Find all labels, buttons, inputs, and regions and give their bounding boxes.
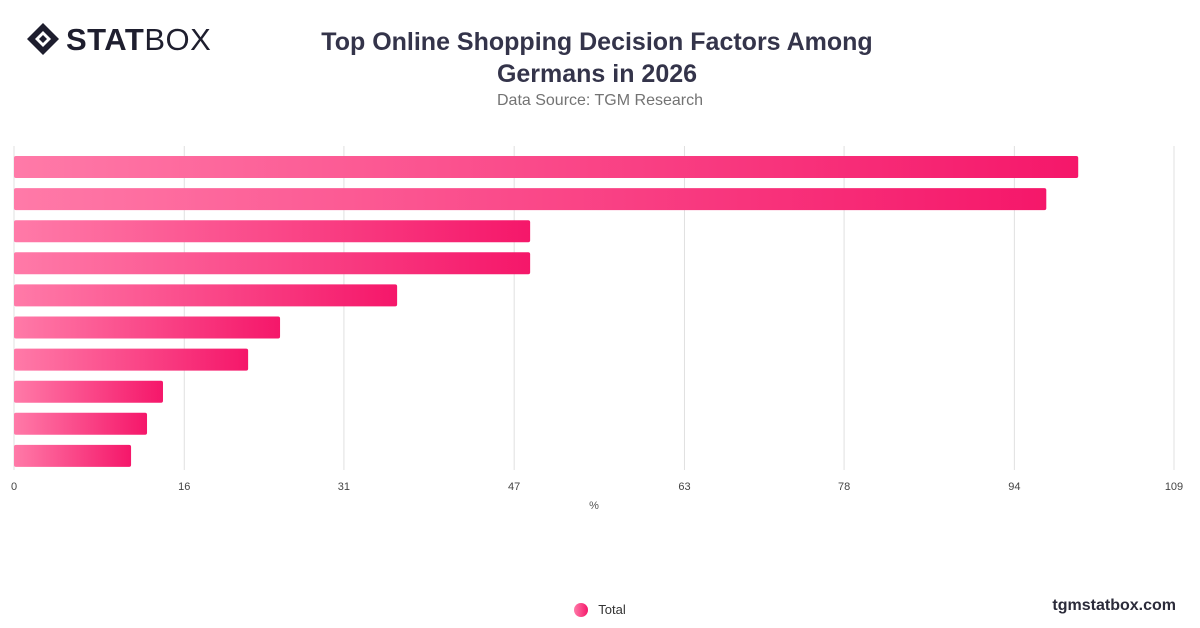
logo-wordmark: STATBOX bbox=[66, 24, 211, 55]
bar[interactable] bbox=[14, 316, 281, 339]
bar[interactable] bbox=[14, 220, 531, 243]
x-tick-label: 109 bbox=[1165, 481, 1183, 493]
bar[interactable] bbox=[14, 444, 132, 467]
x-tick-label: 63 bbox=[678, 481, 690, 493]
chart-title: Top Online Shopping Decision Factors Amo… bbox=[321, 28, 873, 88]
chart-subtitle: Data Source: TGM Research bbox=[496, 92, 703, 109]
x-tick-label: 31 bbox=[338, 481, 350, 493]
x-tick-label: 16 bbox=[178, 481, 190, 493]
bar[interactable] bbox=[14, 348, 249, 371]
bar[interactable] bbox=[14, 252, 531, 275]
x-axis-label: % bbox=[589, 500, 599, 512]
bar[interactable] bbox=[14, 188, 1047, 211]
bar[interactable] bbox=[14, 156, 1079, 178]
bar[interactable] bbox=[14, 412, 148, 435]
diamond-logo-icon bbox=[27, 23, 59, 55]
logo-text-bold: STAT bbox=[66, 21, 145, 57]
x-tick-label: 94 bbox=[1008, 481, 1020, 493]
website-url: tgmstatbox.com bbox=[1052, 597, 1176, 614]
statbox-logo: STATBOX bbox=[26, 22, 211, 56]
bar[interactable] bbox=[14, 284, 398, 307]
x-tick-label: 0 bbox=[11, 481, 17, 493]
legend-label-total: Total bbox=[598, 602, 626, 617]
chart-legend[interactable]: Total bbox=[0, 602, 1200, 617]
x-tick-label: 47 bbox=[508, 481, 520, 493]
bar[interactable] bbox=[14, 380, 163, 403]
x-tick-label: 78 bbox=[838, 481, 850, 493]
legend-marker bbox=[574, 602, 589, 617]
logo-text-light: BOX bbox=[144, 21, 212, 57]
